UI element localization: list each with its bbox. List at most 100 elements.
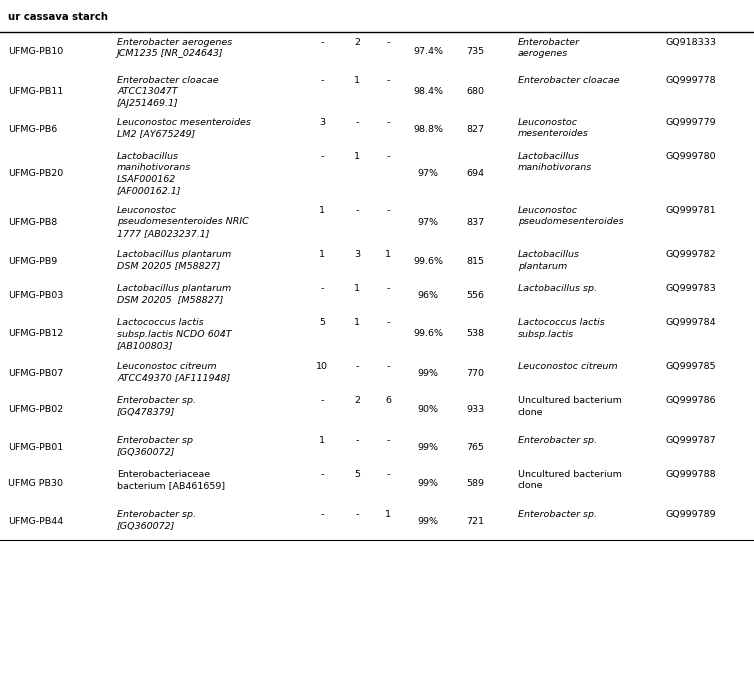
Text: LM2 [AY675249]: LM2 [AY675249] [117, 129, 195, 138]
Text: [GQ360072]: [GQ360072] [117, 447, 176, 456]
Text: GQ918333: GQ918333 [665, 38, 716, 47]
Text: 1: 1 [385, 510, 391, 519]
Text: clone: clone [518, 482, 544, 490]
Text: pseudomesenteroides NRIC: pseudomesenteroides NRIC [117, 218, 249, 226]
Text: 1777 [AB023237.1]: 1777 [AB023237.1] [117, 229, 210, 238]
Text: Leuconostoc: Leuconostoc [518, 206, 578, 215]
Text: 1: 1 [354, 284, 360, 293]
Text: Enterobacter sp.: Enterobacter sp. [518, 436, 597, 445]
Text: UFMG-PB44: UFMG-PB44 [8, 518, 63, 527]
Text: pseudomesenteroides: pseudomesenteroides [518, 218, 624, 226]
Text: UFMG-PB6: UFMG-PB6 [8, 124, 57, 133]
Text: [GQ478379]: [GQ478379] [117, 408, 176, 417]
Text: 6: 6 [385, 396, 391, 405]
Text: 735: 735 [466, 47, 484, 55]
Text: Lactobacillus plantarum: Lactobacillus plantarum [117, 284, 231, 293]
Text: -: - [386, 284, 390, 293]
Text: Lactobacillus plantarum: Lactobacillus plantarum [117, 250, 231, 259]
Text: UFMG-PB12: UFMG-PB12 [8, 330, 63, 339]
Text: GQ999782: GQ999782 [665, 250, 716, 259]
Text: GQ999786: GQ999786 [665, 396, 716, 405]
Text: UFMG PB30: UFMG PB30 [8, 479, 63, 488]
Text: -: - [355, 118, 359, 127]
Text: -: - [355, 436, 359, 445]
Text: 2: 2 [354, 396, 360, 405]
Text: 99.6%: 99.6% [413, 256, 443, 265]
Text: GQ999785: GQ999785 [665, 362, 716, 371]
Text: Enterobacter cloacae: Enterobacter cloacae [518, 76, 620, 85]
Text: Lactobacillus sp.: Lactobacillus sp. [518, 284, 597, 293]
Text: UFMG-PB10: UFMG-PB10 [8, 47, 63, 55]
Text: 770: 770 [466, 369, 484, 378]
Text: 5: 5 [319, 318, 325, 327]
Text: GQ999787: GQ999787 [665, 436, 716, 445]
Text: UFMG-PB07: UFMG-PB07 [8, 369, 63, 378]
Text: -: - [320, 38, 323, 47]
Text: 97.4%: 97.4% [413, 47, 443, 55]
Text: 837: 837 [466, 218, 484, 226]
Text: -: - [320, 152, 323, 161]
Text: -: - [386, 436, 390, 445]
Text: Enterobacter sp.: Enterobacter sp. [117, 396, 196, 405]
Text: UFMG-PB01: UFMG-PB01 [8, 443, 63, 451]
Text: DSM 20205 [M58827]: DSM 20205 [M58827] [117, 261, 220, 270]
Text: manihotivorans: manihotivorans [518, 163, 592, 172]
Text: -: - [355, 206, 359, 215]
Text: -: - [355, 362, 359, 371]
Text: Enterobacter aerogenes: Enterobacter aerogenes [117, 38, 232, 47]
Text: plantarum: plantarum [518, 261, 567, 270]
Text: 99%: 99% [418, 443, 439, 451]
Text: 538: 538 [466, 330, 484, 339]
Text: -: - [320, 510, 323, 519]
Text: UFMG-PB9: UFMG-PB9 [8, 256, 57, 265]
Text: Uncultured bacterium: Uncultured bacterium [518, 396, 622, 405]
Text: 99%: 99% [418, 479, 439, 488]
Text: 2: 2 [354, 38, 360, 47]
Text: GQ999778: GQ999778 [665, 76, 716, 85]
Text: [AB100803]: [AB100803] [117, 341, 173, 350]
Text: 5: 5 [354, 470, 360, 479]
Text: ATCC49370 [AF111948]: ATCC49370 [AF111948] [117, 373, 230, 382]
Text: 10: 10 [316, 362, 328, 371]
Text: GQ999780: GQ999780 [665, 152, 716, 161]
Text: subsp.lactis: subsp.lactis [518, 330, 574, 339]
Text: ur cassava starch: ur cassava starch [8, 12, 108, 22]
Text: -: - [386, 362, 390, 371]
Text: UFMG-PB03: UFMG-PB03 [8, 291, 63, 300]
Text: mesenteroides: mesenteroides [518, 129, 589, 138]
Text: Enterobacteriaceae: Enterobacteriaceae [117, 470, 210, 479]
Text: aerogenes: aerogenes [518, 49, 569, 59]
Text: 694: 694 [466, 168, 484, 178]
Text: GQ999788: GQ999788 [665, 470, 716, 479]
Text: Leuconostoc: Leuconostoc [117, 206, 177, 215]
Text: UFMG-PB8: UFMG-PB8 [8, 218, 57, 226]
Text: JCM1235 [NR_024643]: JCM1235 [NR_024643] [117, 49, 224, 59]
Text: -: - [386, 318, 390, 327]
Text: Lactococcus lactis: Lactococcus lactis [117, 318, 204, 327]
Text: 96%: 96% [418, 291, 439, 300]
Text: 1: 1 [354, 152, 360, 161]
Text: 3: 3 [319, 118, 325, 127]
Text: UFMG-PB20: UFMG-PB20 [8, 168, 63, 178]
Text: -: - [320, 284, 323, 293]
Text: [GQ360072]: [GQ360072] [117, 521, 176, 531]
Text: -: - [320, 76, 323, 85]
Text: 99.6%: 99.6% [413, 330, 443, 339]
Text: -: - [355, 510, 359, 519]
Text: -: - [386, 152, 390, 161]
Text: [AJ251469.1]: [AJ251469.1] [117, 99, 179, 108]
Text: Leuconostoc citreum: Leuconostoc citreum [518, 362, 618, 371]
Text: Lactobacillus: Lactobacillus [117, 152, 179, 161]
Text: -: - [386, 470, 390, 479]
Text: Enterobacter cloacae: Enterobacter cloacae [117, 76, 219, 85]
Text: 90%: 90% [418, 406, 439, 415]
Text: 1: 1 [354, 318, 360, 327]
Text: GQ999779: GQ999779 [665, 118, 716, 127]
Text: Enterobacter sp: Enterobacter sp [117, 436, 193, 445]
Text: 3: 3 [354, 250, 360, 259]
Text: subsp.lactis NCDO 604T: subsp.lactis NCDO 604T [117, 330, 231, 339]
Text: -: - [320, 396, 323, 405]
Text: 99%: 99% [418, 369, 439, 378]
Text: -: - [386, 38, 390, 47]
Text: GQ999783: GQ999783 [665, 284, 716, 293]
